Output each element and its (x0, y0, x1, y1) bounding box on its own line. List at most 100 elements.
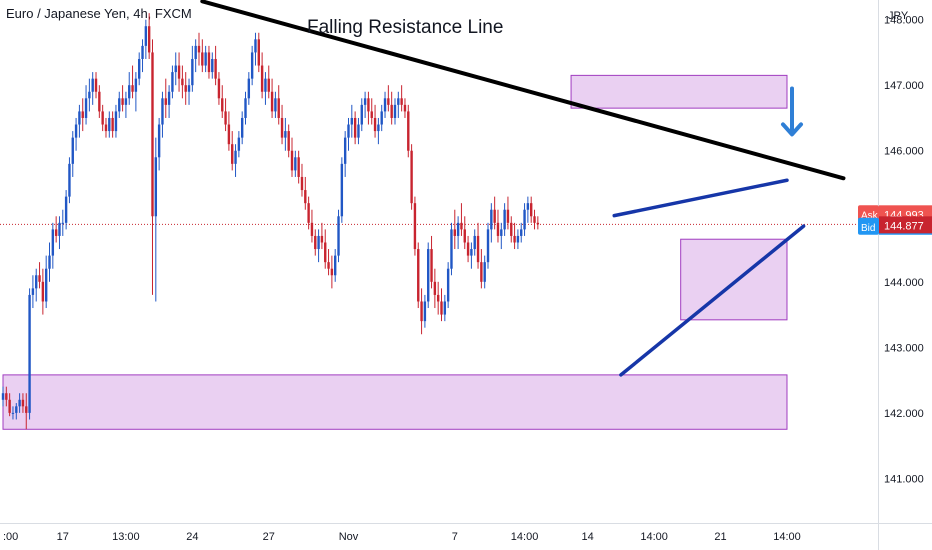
candle-body (11, 412, 15, 414)
candle-body (141, 45, 144, 59)
candle-body (114, 111, 118, 132)
time-axis-tick-label: Nov (339, 531, 359, 543)
candle-body (270, 91, 274, 112)
supply-demand-zone (570, 74, 788, 109)
candle-body (397, 98, 400, 105)
candle-body (8, 399, 11, 413)
candle-body (280, 117, 284, 138)
price-axis-tick-label: 144.000 (884, 277, 924, 289)
candle-body (294, 157, 297, 171)
trendline-channel-top[interactable] (612, 178, 789, 218)
candle-body (377, 124, 380, 132)
candle-body (138, 58, 141, 79)
candle-body (310, 222, 314, 236)
candle-body (58, 222, 61, 236)
candle-body (403, 104, 407, 112)
candle-body (217, 78, 221, 99)
candle-body (184, 85, 187, 92)
time-axis-tick-label: 14:00 (773, 531, 801, 543)
candle-body (118, 98, 121, 112)
candle-body (94, 78, 98, 92)
candle-body (227, 124, 231, 145)
candle-body (353, 117, 357, 138)
candle-body (443, 301, 447, 315)
candle-body (177, 65, 181, 79)
candle-body (128, 85, 131, 99)
candle-body (108, 117, 111, 132)
time-axis-tick-label: 14:00 (640, 531, 668, 543)
down-arrow-head (781, 122, 803, 137)
candle-body (214, 58, 217, 79)
candle-body (480, 262, 483, 282)
candle-body (400, 98, 403, 105)
candle-body (327, 262, 330, 269)
candle-body (257, 39, 260, 66)
bid-label-badge (858, 217, 879, 235)
candle-body (147, 26, 151, 53)
candle-body (334, 255, 337, 276)
candle-body (493, 209, 496, 223)
last-price-badge (879, 216, 932, 234)
candle-body (460, 222, 463, 230)
candle-body (244, 98, 247, 118)
candle-body (456, 222, 460, 236)
candle-body (463, 229, 466, 243)
trendline-rising-support[interactable] (619, 224, 806, 377)
candle-body (490, 209, 493, 230)
candle-body (204, 52, 207, 66)
candle-body (74, 124, 78, 138)
candle-body (277, 98, 280, 118)
candle-body (513, 235, 516, 243)
candle-body (367, 98, 370, 112)
candle-body (500, 229, 503, 236)
candle-body (134, 78, 138, 92)
candle-body (48, 255, 51, 269)
candle-body (473, 235, 476, 250)
candle-body (300, 176, 304, 191)
candle-body (171, 72, 174, 92)
candle-body (423, 301, 427, 322)
candle-body (254, 39, 257, 53)
candle-body (470, 249, 473, 256)
candle-body (350, 117, 354, 125)
candle-body (124, 98, 128, 105)
candle-body (154, 157, 158, 217)
candle-body (201, 52, 204, 66)
price-axis-currency: JPY (888, 10, 909, 22)
candle-body (324, 242, 327, 263)
candle-body (151, 52, 154, 217)
candle-body (337, 216, 340, 256)
candle-body (373, 117, 377, 132)
candle-body (363, 98, 367, 105)
candle-body (187, 85, 191, 92)
time-axis-tick-label: 14:00 (511, 531, 539, 543)
candle-body (446, 268, 450, 302)
candle-body (413, 203, 417, 250)
candle-body (476, 235, 480, 263)
candle-body (516, 235, 520, 243)
annotation-falling-resistance: Falling Resistance Line (307, 17, 503, 38)
candle-body (347, 124, 350, 138)
trendline-falling-resistance[interactable] (200, 0, 846, 181)
candle-body (274, 98, 277, 112)
candle-body (181, 78, 184, 86)
candle-body (466, 242, 470, 256)
candle-body (506, 209, 510, 223)
candle-body (68, 163, 71, 197)
candle-body (430, 249, 433, 282)
candle-body (260, 65, 264, 92)
candle-body (436, 294, 440, 302)
candle-body (360, 104, 363, 125)
candle-body (450, 229, 453, 269)
candle-body (427, 249, 430, 302)
candle-body (343, 137, 347, 164)
price-axis-tick-label: 141.000 (884, 473, 924, 485)
candle-body (287, 131, 290, 151)
candle-body (383, 98, 387, 112)
time-axis-tick-label: :00 (3, 531, 18, 543)
candle-body (247, 78, 251, 99)
candle-body (510, 222, 513, 236)
candle-body (91, 78, 94, 92)
candle-body (224, 111, 227, 125)
